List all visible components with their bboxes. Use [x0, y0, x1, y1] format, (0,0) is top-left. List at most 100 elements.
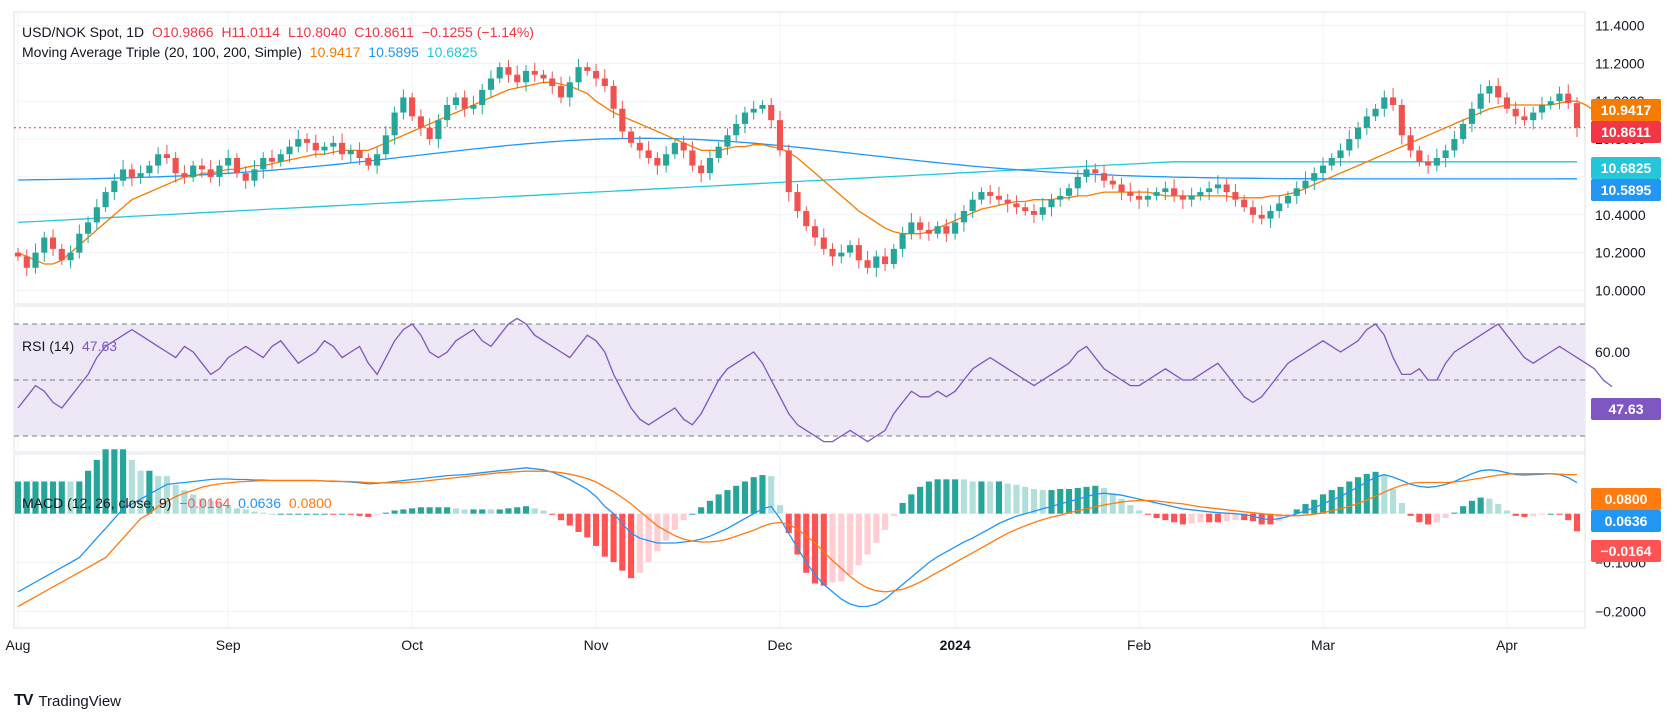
x-tick-label: 2024 [940, 637, 971, 653]
low-value: L10.8040 [287, 24, 347, 40]
candle-body [67, 252, 74, 261]
macd-histogram-bar [1565, 513, 1572, 521]
macd-histogram-bar [654, 513, 661, 552]
candle-body [1136, 195, 1143, 200]
candle-body [855, 245, 862, 261]
series-layer [14, 58, 1613, 608]
candle-body [303, 139, 311, 143]
candle-body [698, 165, 705, 174]
macd-histogram-bar [1136, 510, 1143, 514]
macd-histogram-bar [1249, 513, 1257, 522]
macd-histogram-bar [969, 481, 976, 514]
candle-body [1065, 188, 1073, 196]
macd-histogram-bar [882, 513, 889, 530]
macd-histogram-bar [505, 508, 512, 514]
ma20-value: 10.9417 [309, 44, 361, 60]
candle-body [1267, 211, 1274, 219]
candle-body [155, 154, 162, 166]
candle-body [1302, 180, 1309, 189]
ma200-badge: 10.6825 [1591, 157, 1661, 179]
macd-histogram-bar [566, 513, 573, 526]
macd-histogram-bar [1328, 490, 1335, 514]
candle-body [654, 158, 661, 166]
candle-body [409, 97, 416, 117]
candle-body [85, 222, 92, 234]
macd-histogram-bar [487, 509, 495, 514]
macd-histogram-bar [303, 513, 311, 515]
macd-histogram-bar [1074, 487, 1081, 514]
macd-histogram-bar [181, 490, 188, 514]
tradingview-logo-icon[interactable]: TV [14, 692, 33, 709]
candle-body [198, 165, 205, 170]
candle-body [1460, 123, 1467, 140]
candle-body [882, 256, 889, 265]
macd-histogram-bar [461, 509, 468, 514]
candle-body [706, 158, 713, 174]
macd-histogram-bar [628, 513, 635, 579]
x-tick-label: Apr [1496, 637, 1518, 653]
candle-body [14, 252, 22, 257]
ma100-value: 10.5895 [368, 44, 419, 60]
candle-body [1197, 192, 1204, 196]
macd-histogram-bar [1486, 498, 1493, 514]
candle-body [1407, 135, 1414, 151]
candle-body [1337, 150, 1344, 158]
ma-label[interactable]: Moving Average Triple (20, 100, 200, Sim… [22, 44, 302, 60]
candle-body [803, 211, 810, 227]
macd-histogram-bar [1398, 502, 1405, 514]
change-value: −0.1255 (−1.14%) [421, 24, 534, 40]
macd-histogram-bar [768, 476, 775, 514]
macd-histogram-bar [1144, 513, 1151, 515]
candle-body [549, 78, 556, 87]
macd-histogram-bar [899, 502, 906, 514]
macd-histogram-bar [216, 502, 223, 514]
candle-body [522, 70, 530, 83]
candle-body [1022, 207, 1029, 212]
candle-body [32, 252, 39, 268]
candle-body [207, 169, 214, 177]
candle-body [216, 165, 223, 177]
macd-histogram-bar [540, 510, 547, 514]
candle-body [1048, 199, 1055, 208]
candle-body [76, 233, 83, 253]
macd-histogram-bar [1223, 513, 1230, 522]
macd-histogram-bar [557, 513, 565, 521]
macd-histogram-bar [890, 513, 897, 516]
candle-body [715, 146, 722, 158]
brand-name[interactable]: TradingView [38, 692, 121, 710]
footer: TV TradingView [14, 688, 121, 714]
macd-histogram-bar [1407, 513, 1414, 516]
macd-label[interactable]: MACD (12, 26, close, 9) [22, 495, 172, 511]
candle-body [1573, 103, 1581, 128]
macd-histogram-bar [374, 513, 381, 515]
candle-body [908, 222, 915, 234]
macd-histogram-bar [23, 481, 30, 514]
macd-histogram-bar [1538, 513, 1546, 515]
macd-histogram-bar [14, 481, 22, 514]
macd-histogram-bar [531, 508, 538, 514]
candle-body [838, 252, 845, 257]
candle-body [1144, 195, 1151, 200]
macd-histogram-bar [49, 481, 57, 514]
main-legend: USD/NOK Spot, 1D O10.9866 H11.0114 L10.8… [22, 24, 538, 40]
macd-histogram-bar [645, 513, 652, 563]
symbol-label[interactable]: USD/NOK Spot, 1D [22, 24, 145, 40]
signal-badge: 0.0800 [1591, 488, 1661, 510]
macd-histogram-bar [382, 512, 389, 514]
candle-body [689, 150, 696, 166]
macd-histogram-bar [146, 470, 153, 514]
macd-histogram-bar [952, 479, 959, 514]
macd-histogram-bar [794, 513, 801, 555]
macd-histogram-bar [190, 494, 197, 514]
candle-body [190, 165, 197, 177]
candle-body [1127, 192, 1134, 196]
macd-histogram-bar [864, 513, 871, 555]
macd-histogram-bar [321, 513, 328, 515]
macd-histogram-bar [549, 513, 556, 515]
price-tick-label: 10.4000 [1595, 207, 1646, 223]
candle-body [995, 195, 1003, 200]
rsi-label[interactable]: RSI (14) [22, 338, 75, 354]
macd-histogram-bar [689, 513, 696, 515]
macd-histogram-bar [1048, 490, 1055, 514]
